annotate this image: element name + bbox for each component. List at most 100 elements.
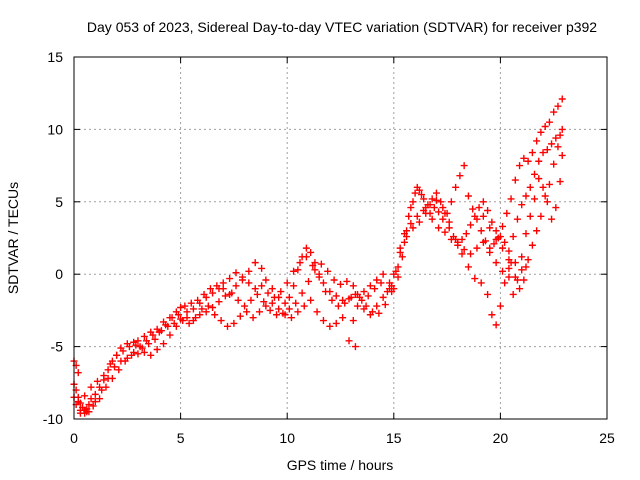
data-point [405, 212, 413, 220]
data-point [558, 125, 566, 133]
data-point [185, 319, 193, 327]
data-point [87, 383, 95, 391]
data-point [390, 270, 398, 278]
data-point [270, 293, 278, 301]
data-point [422, 209, 430, 217]
data-point [511, 176, 519, 184]
data-point [115, 366, 123, 374]
data-point [251, 285, 259, 293]
data-point [339, 314, 347, 322]
data-point [499, 267, 507, 275]
data-point [268, 299, 276, 307]
data-point [543, 198, 551, 206]
data-point [285, 305, 293, 313]
data-point [93, 377, 101, 385]
data-point [496, 302, 504, 310]
data-point [113, 351, 121, 359]
data-point [96, 395, 104, 403]
data-point [471, 275, 479, 283]
data-point [209, 304, 217, 312]
data-point [554, 102, 562, 110]
data-point [183, 314, 191, 322]
data-point [119, 347, 127, 355]
data-point [206, 285, 214, 293]
data-point [123, 354, 131, 362]
data-point [179, 317, 187, 325]
data-point [285, 293, 293, 301]
data-point [548, 215, 556, 223]
data-point [142, 337, 150, 345]
data-point [332, 319, 340, 327]
data-point [558, 95, 566, 103]
data-point [550, 160, 558, 168]
data-point [130, 348, 138, 356]
data-point [420, 195, 428, 203]
data-point [449, 233, 457, 241]
data-point [354, 302, 362, 310]
data-point [300, 302, 308, 310]
data-point [486, 248, 494, 256]
y-axis-ticks: -10 -5 0 5 10 15 [43, 49, 607, 427]
data-point [149, 331, 157, 339]
data-point [407, 220, 415, 228]
data-point [441, 209, 449, 217]
data-point [194, 296, 202, 304]
data-point [74, 369, 82, 377]
data-point [202, 308, 210, 316]
data-point [430, 204, 438, 212]
data-point [85, 408, 93, 416]
data-point [505, 247, 513, 255]
data-point [400, 238, 408, 246]
data-point [488, 218, 496, 226]
data-point [520, 154, 528, 162]
data-point [524, 157, 532, 165]
data-point [290, 267, 298, 275]
data-point [290, 282, 298, 290]
data-point [488, 311, 496, 319]
data-point [509, 290, 517, 298]
data-point [177, 304, 185, 312]
data-point [330, 276, 338, 284]
data-point [545, 180, 553, 188]
data-point [501, 279, 509, 287]
data-point [413, 212, 421, 220]
y-axis-label: SDTVAR / TECUs [5, 182, 21, 294]
data-point [373, 302, 381, 310]
data-point [172, 322, 180, 330]
data-point [492, 235, 500, 243]
data-point [462, 230, 470, 238]
data-point [317, 260, 325, 268]
data-point [403, 227, 411, 235]
data-point [418, 191, 426, 199]
data-point [319, 317, 327, 325]
data-point [435, 224, 443, 232]
data-point [415, 186, 423, 194]
data-point [456, 172, 464, 180]
data-point [85, 401, 93, 409]
data-point [251, 259, 259, 267]
data-point [234, 296, 242, 304]
data-point [189, 305, 197, 313]
data-point [528, 241, 536, 249]
data-point [552, 204, 560, 212]
data-point [106, 360, 114, 368]
data-point [192, 314, 200, 322]
data-point [249, 314, 257, 322]
data-point [351, 343, 359, 351]
data-point [117, 357, 125, 365]
data-point [505, 273, 513, 281]
data-point [255, 308, 263, 316]
data-point [281, 299, 289, 307]
data-point [537, 212, 545, 220]
data-point [104, 366, 112, 374]
data-point [499, 222, 507, 230]
data-point [136, 343, 144, 351]
data-point [556, 131, 564, 139]
data-point [230, 319, 238, 327]
data-point [334, 302, 342, 310]
data-point [266, 306, 274, 314]
x-tick-label: 15 [386, 430, 402, 446]
data-point [528, 149, 536, 157]
data-point [347, 293, 355, 301]
data-point [409, 224, 417, 232]
